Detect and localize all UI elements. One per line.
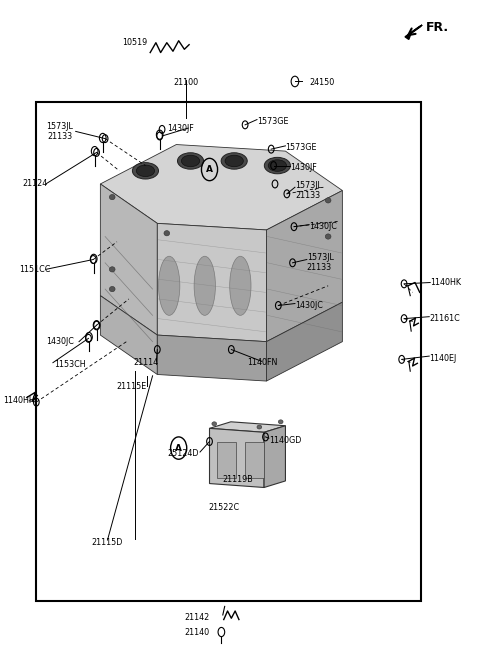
Text: 24150: 24150	[309, 78, 335, 87]
Text: 1140HH: 1140HH	[3, 396, 35, 405]
Ellipse shape	[225, 155, 243, 167]
Text: 1430JF: 1430JF	[167, 124, 193, 133]
Text: 1153CH: 1153CH	[54, 360, 85, 369]
Ellipse shape	[278, 420, 283, 424]
Text: A: A	[175, 443, 182, 453]
Text: 21114: 21114	[133, 358, 158, 367]
Ellipse shape	[325, 198, 331, 203]
Text: 1430JF: 1430JF	[290, 163, 317, 172]
Polygon shape	[157, 335, 266, 381]
Text: 1573GE: 1573GE	[257, 117, 288, 126]
Polygon shape	[100, 184, 157, 335]
Text: 21142: 21142	[184, 613, 209, 622]
Ellipse shape	[164, 231, 169, 236]
Text: 25124D: 25124D	[168, 449, 199, 458]
Text: 21119B: 21119B	[223, 475, 253, 484]
Ellipse shape	[268, 160, 287, 171]
Ellipse shape	[229, 256, 251, 315]
Ellipse shape	[109, 194, 115, 200]
Text: 10519: 10519	[122, 38, 148, 47]
Text: 1573JL
21133: 1573JL 21133	[295, 181, 322, 200]
Polygon shape	[266, 302, 342, 381]
Text: A: A	[206, 165, 213, 174]
Ellipse shape	[181, 155, 200, 167]
Ellipse shape	[109, 267, 115, 272]
Ellipse shape	[325, 234, 331, 239]
Polygon shape	[100, 296, 157, 374]
Text: 1140EJ: 1140EJ	[429, 353, 456, 363]
Polygon shape	[405, 25, 422, 39]
Text: 21115E: 21115E	[116, 382, 146, 391]
Bar	[36, 102, 420, 601]
Polygon shape	[266, 191, 342, 342]
Polygon shape	[157, 223, 266, 342]
Text: 1140GD: 1140GD	[269, 436, 301, 445]
Text: 1573JL
21133: 1573JL 21133	[47, 122, 73, 141]
Ellipse shape	[109, 286, 115, 292]
Ellipse shape	[221, 153, 247, 170]
Ellipse shape	[136, 165, 155, 177]
Ellipse shape	[158, 256, 180, 315]
Bar	[216, 442, 236, 478]
Text: 21140: 21140	[184, 627, 209, 637]
Text: FR.: FR.	[425, 21, 448, 34]
Ellipse shape	[132, 163, 158, 179]
Polygon shape	[209, 428, 264, 487]
Polygon shape	[100, 145, 342, 230]
Text: 21100: 21100	[173, 78, 198, 87]
Text: 21124: 21124	[22, 179, 48, 189]
Text: 1430JC: 1430JC	[46, 337, 74, 346]
Ellipse shape	[178, 153, 204, 170]
Text: 1430JC: 1430JC	[295, 301, 323, 310]
Text: 21161C: 21161C	[429, 314, 460, 323]
Text: 21522C: 21522C	[208, 503, 240, 512]
Ellipse shape	[212, 422, 216, 426]
Text: 1140HK: 1140HK	[430, 278, 461, 287]
Polygon shape	[209, 422, 286, 432]
Ellipse shape	[257, 425, 262, 429]
Ellipse shape	[264, 158, 290, 174]
Text: 1140FN: 1140FN	[248, 358, 278, 367]
Text: 1151CC: 1151CC	[19, 265, 50, 274]
Ellipse shape	[194, 256, 216, 315]
Polygon shape	[264, 426, 286, 487]
Text: 1573GE: 1573GE	[286, 143, 317, 152]
Text: 1573JL
21133: 1573JL 21133	[307, 253, 334, 273]
Text: 21115D: 21115D	[92, 537, 123, 547]
Bar	[245, 442, 264, 478]
Text: 1430JC: 1430JC	[309, 222, 337, 231]
